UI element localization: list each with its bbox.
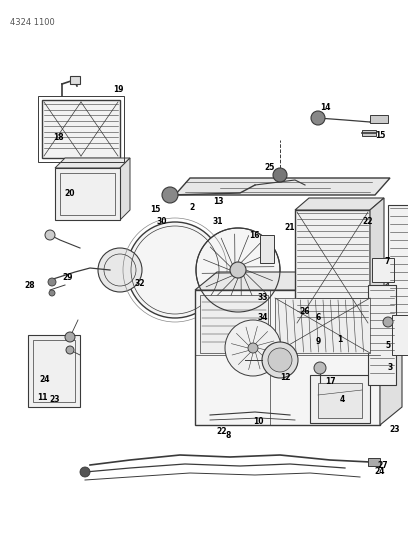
- Circle shape: [65, 332, 75, 342]
- Text: 7: 7: [384, 257, 390, 266]
- Text: 1: 1: [337, 335, 343, 344]
- Bar: [38, 96, 124, 162]
- Circle shape: [314, 362, 326, 374]
- Bar: [60, 173, 115, 215]
- Circle shape: [49, 290, 55, 296]
- Circle shape: [196, 228, 280, 312]
- Text: 27: 27: [378, 462, 388, 471]
- Text: 34: 34: [258, 313, 268, 322]
- Text: 31: 31: [213, 217, 223, 227]
- Text: 25: 25: [265, 164, 275, 173]
- Text: 26: 26: [300, 308, 310, 317]
- Bar: [310, 375, 370, 423]
- Text: 23: 23: [390, 425, 400, 434]
- Text: 23: 23: [50, 395, 60, 405]
- Text: 10: 10: [253, 417, 263, 426]
- Text: 30: 30: [157, 217, 167, 227]
- Text: 24: 24: [375, 467, 385, 477]
- Bar: [368, 458, 380, 466]
- Polygon shape: [380, 272, 402, 425]
- Polygon shape: [295, 210, 370, 325]
- Bar: [368, 285, 396, 385]
- Text: 15: 15: [375, 131, 385, 140]
- Text: 22: 22: [217, 427, 227, 437]
- Polygon shape: [370, 198, 384, 325]
- Circle shape: [248, 343, 258, 353]
- Circle shape: [45, 230, 55, 240]
- Text: 5: 5: [386, 341, 390, 350]
- Text: 20: 20: [65, 190, 75, 198]
- Text: 4324 1100: 4324 1100: [10, 18, 55, 27]
- Polygon shape: [175, 178, 390, 195]
- Polygon shape: [120, 158, 130, 220]
- Circle shape: [162, 187, 178, 203]
- Text: 24: 24: [40, 376, 50, 384]
- Text: 2: 2: [189, 203, 195, 212]
- Text: 11: 11: [37, 393, 47, 402]
- Bar: [388, 205, 408, 325]
- Bar: [42, 100, 120, 158]
- Text: 29: 29: [63, 273, 73, 282]
- Text: 22: 22: [363, 217, 373, 227]
- Circle shape: [225, 320, 281, 376]
- Text: 32: 32: [135, 279, 145, 287]
- Circle shape: [273, 168, 287, 182]
- Bar: [200, 295, 268, 353]
- Circle shape: [262, 342, 298, 378]
- Circle shape: [230, 262, 246, 278]
- Circle shape: [48, 278, 56, 286]
- Polygon shape: [55, 158, 130, 168]
- Bar: [70, 76, 80, 84]
- Polygon shape: [295, 198, 384, 210]
- Circle shape: [127, 222, 223, 318]
- Bar: [33, 340, 75, 402]
- Bar: [372, 258, 394, 282]
- Circle shape: [268, 348, 292, 372]
- Bar: [28, 335, 80, 407]
- Bar: [275, 298, 370, 353]
- Bar: [362, 130, 376, 136]
- Circle shape: [98, 248, 142, 292]
- Text: 9: 9: [315, 337, 321, 346]
- Bar: [392, 315, 408, 355]
- Bar: [55, 168, 120, 220]
- Text: 15: 15: [150, 206, 160, 214]
- Text: 14: 14: [320, 103, 330, 112]
- Text: 21: 21: [285, 223, 295, 232]
- Text: 17: 17: [325, 377, 335, 386]
- Text: 6: 6: [315, 313, 321, 322]
- Bar: [318, 383, 362, 418]
- Circle shape: [66, 346, 74, 354]
- Text: 4: 4: [339, 395, 345, 405]
- Text: 18: 18: [53, 133, 63, 142]
- Text: 3: 3: [387, 364, 392, 373]
- Text: 13: 13: [213, 198, 223, 206]
- Text: 28: 28: [25, 280, 35, 289]
- Circle shape: [383, 317, 393, 327]
- Bar: [370, 115, 388, 123]
- Text: 19: 19: [113, 85, 123, 94]
- Text: 12: 12: [280, 374, 290, 383]
- Polygon shape: [195, 290, 380, 425]
- Text: 33: 33: [258, 294, 268, 303]
- Circle shape: [80, 467, 90, 477]
- Polygon shape: [195, 272, 402, 290]
- Bar: [260, 235, 274, 263]
- Text: 8: 8: [225, 431, 231, 440]
- Text: 16: 16: [249, 231, 259, 240]
- Circle shape: [311, 111, 325, 125]
